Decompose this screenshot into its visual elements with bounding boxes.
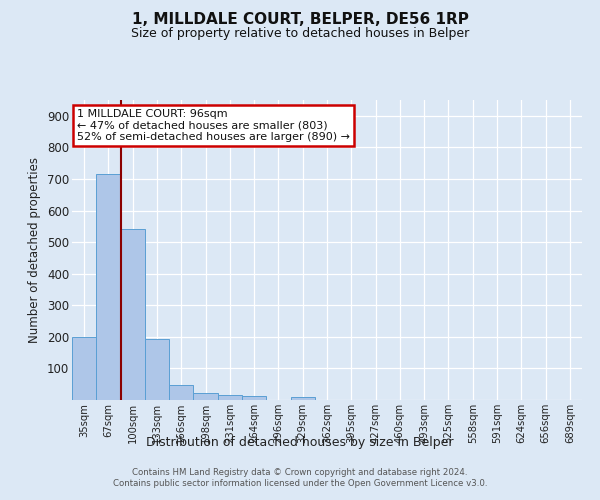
Text: Size of property relative to detached houses in Belper: Size of property relative to detached ho… xyxy=(131,28,469,40)
Bar xyxy=(169,385,193,400)
Bar xyxy=(96,174,121,400)
Bar xyxy=(218,396,242,400)
Bar xyxy=(72,337,96,400)
Bar xyxy=(290,397,315,400)
Bar xyxy=(193,394,218,400)
Bar xyxy=(242,396,266,400)
Bar xyxy=(145,339,169,400)
Bar xyxy=(121,230,145,400)
Text: 1 MILLDALE COURT: 96sqm
← 47% of detached houses are smaller (803)
52% of semi-d: 1 MILLDALE COURT: 96sqm ← 47% of detache… xyxy=(77,109,350,142)
Text: 1, MILLDALE COURT, BELPER, DE56 1RP: 1, MILLDALE COURT, BELPER, DE56 1RP xyxy=(131,12,469,28)
Y-axis label: Number of detached properties: Number of detached properties xyxy=(28,157,41,343)
Text: Contains HM Land Registry data © Crown copyright and database right 2024.
Contai: Contains HM Land Registry data © Crown c… xyxy=(113,468,487,487)
Text: Distribution of detached houses by size in Belper: Distribution of detached houses by size … xyxy=(146,436,454,449)
